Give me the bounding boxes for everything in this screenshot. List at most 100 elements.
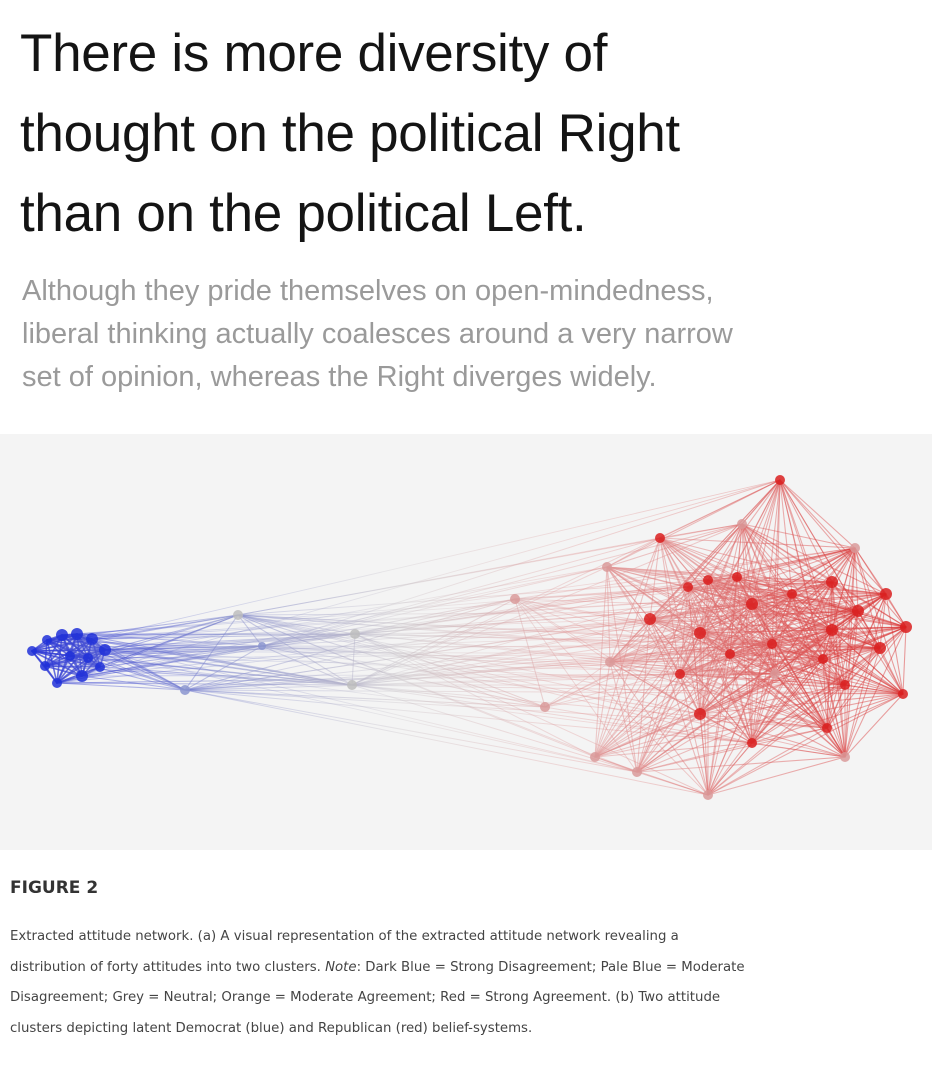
network-edge (636, 684, 846, 773)
network-edge (351, 684, 546, 708)
network-edge (56, 682, 186, 691)
attitude-node (818, 654, 828, 664)
attitude-node (826, 576, 838, 588)
network-edge (791, 593, 846, 758)
network-edge (729, 626, 907, 655)
network-edge (679, 658, 824, 675)
network-edge (354, 633, 596, 758)
network-edge (707, 579, 887, 595)
attitude-node (703, 575, 713, 585)
attitude-node (590, 752, 600, 762)
network-edge (826, 693, 904, 729)
network-edge (699, 673, 776, 715)
network-edge (844, 593, 887, 758)
network-edge (659, 537, 833, 583)
attitude-node (40, 661, 50, 671)
network-edge (46, 639, 638, 773)
caption-line: distribution of forty attitudes into two… (10, 953, 925, 984)
network-edge (261, 566, 608, 647)
attitude-node (644, 613, 656, 625)
attitude-network-figure (0, 434, 932, 850)
attitude-node (675, 669, 685, 679)
network-edge (594, 673, 776, 758)
network-edge (184, 689, 753, 744)
network-edge (707, 547, 856, 581)
network-edge (184, 614, 239, 691)
attitude-node (632, 767, 642, 777)
network-edge (636, 618, 651, 773)
network-edge (822, 658, 846, 686)
attitude-node (822, 723, 832, 733)
network-edge (351, 673, 681, 686)
network-edge (237, 614, 263, 647)
attitude-node (83, 653, 93, 663)
network-edge (879, 647, 904, 695)
network-edge (649, 579, 709, 620)
network-edge (844, 647, 881, 686)
network-edge (751, 603, 859, 612)
network-edge (636, 727, 828, 773)
attitude-node (746, 598, 758, 610)
attitude-node (840, 680, 850, 690)
network-edges (31, 479, 907, 796)
network-edge (636, 756, 846, 773)
attitude-node (852, 605, 864, 617)
network-edge (609, 632, 701, 663)
attitude-node (65, 651, 75, 661)
network-edge (771, 643, 846, 686)
network-edge (606, 479, 781, 568)
network-edge (514, 581, 833, 600)
network-edge (609, 618, 651, 663)
network-edge (609, 610, 859, 663)
network-edge (729, 653, 846, 758)
network-edge (707, 693, 904, 796)
caption-line: Extracted attitude network. (a) A visual… (10, 929, 679, 944)
network-edge (736, 576, 833, 583)
network-edge (649, 581, 833, 620)
attitude-node (99, 644, 111, 656)
network-edge (679, 603, 753, 675)
network-edge (649, 593, 793, 620)
network-edge (771, 593, 793, 645)
network-edge (679, 673, 846, 758)
network-edge (606, 537, 661, 568)
attitude-node (27, 646, 37, 656)
network-edge (771, 643, 904, 695)
network-edge (831, 581, 887, 595)
attitude-node (840, 752, 850, 762)
network-edge (751, 629, 833, 744)
network-edge (606, 566, 611, 663)
network-edge (707, 629, 833, 796)
figure-label: FIGURE 2 (10, 878, 99, 898)
network-edge (774, 658, 824, 675)
network-edge (699, 713, 753, 744)
network-edge (609, 629, 833, 663)
attitude-node (258, 642, 266, 650)
attitude-node (725, 649, 735, 659)
network-edge (831, 629, 881, 649)
attitude-node (747, 738, 757, 748)
attitude-node (767, 639, 777, 649)
caption-line: clusters depicting latent Democrat (blue… (10, 1020, 533, 1036)
network-edge (679, 673, 709, 796)
network-edge (699, 713, 846, 758)
network-edge (751, 693, 904, 744)
network-edge (751, 593, 887, 605)
attitude-node (880, 588, 892, 600)
network-edge (544, 603, 753, 708)
headline: There is more diversity of thought on th… (20, 14, 920, 254)
network-edge (351, 684, 828, 729)
network-edge (594, 643, 773, 758)
network-edge (822, 658, 846, 758)
network-edge (707, 647, 881, 796)
subheadline-line: liberal thinking actually coalesces arou… (22, 318, 733, 350)
attitude-node (71, 628, 83, 640)
network-edge (699, 693, 904, 715)
figure-caption-area: FIGURE 2 Extracted attitude network. (a)… (0, 850, 932, 1077)
network-edge (831, 626, 907, 631)
network-edge (741, 523, 887, 595)
attitude-node (56, 629, 68, 641)
attitude-node (540, 702, 550, 712)
network-edge (514, 598, 611, 663)
network-edge (649, 618, 681, 675)
